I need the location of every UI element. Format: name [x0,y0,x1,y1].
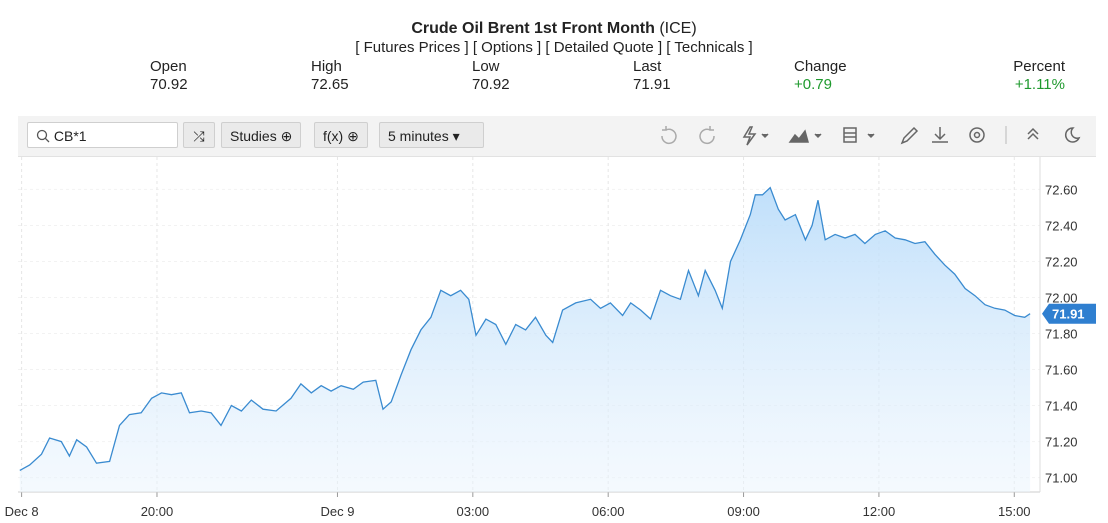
x-tick-label: 20:00 [141,504,174,519]
compare-button[interactable]: ⤮ [183,122,215,148]
search-box[interactable]: CB*1 [27,122,178,148]
redo-icon[interactable] [699,126,715,145]
y-tick-label: 71.80 [1045,327,1078,342]
stat: Change +0.79 [794,58,847,94]
y-tick-label: 72.20 [1045,254,1078,269]
settings-icon[interactable] [969,127,985,143]
y-tick-label: 71.40 [1045,399,1078,414]
stat-label: Open [150,58,187,75]
x-tick-label: Dec 8 [5,504,39,519]
exchange: (ICE) [659,20,697,37]
x-tick-label: 03:00 [457,504,490,519]
stat: Open 70.92 [150,58,188,94]
interval: 5 minutes [388,128,449,144]
x-tick-label: 06:00 [592,504,625,519]
stat-label: Percent [1013,58,1065,75]
search-icon [36,129,50,143]
stat: Percent +1.11% [1013,58,1065,94]
y-tick-label: 71.00 [1045,471,1078,486]
fx-button[interactable]: f(x) ⊕ [314,122,368,148]
x-tick-label: 15:00 [998,504,1031,519]
stat-label: Change [794,58,847,75]
symbol: CB*1 [53,128,87,144]
stat-value: 70.92 [150,76,188,93]
toolbar-icons [661,126,1081,146]
stat-value: +0.79 [794,76,832,93]
area [19,187,1031,492]
stat: Low 70.92 [472,58,510,94]
y-tick-label: 72.60 [1045,182,1078,197]
y-tick-label: 72.00 [1045,290,1078,305]
x-tick-label: 12:00 [863,504,896,519]
studies-button[interactable]: Studies ⊕ [221,122,302,148]
y-tick-label: 72.40 [1045,218,1078,233]
y-tick-label: 71.20 [1045,435,1078,450]
collapse-icon[interactable] [1027,127,1039,140]
layout-icon[interactable] [843,127,857,143]
x-tick-label: 09:00 [727,504,760,519]
title: Crude Oil Brent 1st Front Month [411,20,655,37]
line [19,186,1031,471]
toolbar: CB*1 ⤮ Studies ⊕ f(x) ⊕ 5 minutes ▾ [18,116,1096,157]
stat: Last 71.91 [633,58,671,94]
link[interactable]: [ Options ] [472,39,542,56]
chart-type-icon[interactable] [788,129,809,143]
last-price-badge [1042,303,1096,324]
link[interactable]: [ Futures Prices ] [355,39,469,56]
link[interactable]: [ Technicals ] [666,39,753,56]
download-icon[interactable] [932,127,948,143]
theme-icon[interactable] [1064,127,1081,143]
stat-label: Last [633,58,662,75]
stat: High 72.65 [311,58,349,94]
stat-label: Low [472,58,500,75]
links: [ Futures Prices ] [ Options ] [ Detaile… [0,39,1108,56]
undo-icon[interactable] [661,126,677,145]
quote-title: Crude Oil Brent 1st Front Month (ICE) [0,20,1108,38]
studies: Studies [230,128,277,144]
draw-icon[interactable] [900,126,919,145]
y-tick-label: 71.60 [1045,363,1078,378]
fx: f(x) [323,128,344,144]
interval-button[interactable]: 5 minutes ▾ [379,122,484,148]
stat-value: 71.91 [633,76,671,93]
flash-icon[interactable] [742,126,757,146]
x-tick-label: Dec 9 [320,504,354,519]
stat-value: 70.92 [472,76,510,93]
link[interactable]: [ Detailed Quote ] [545,39,663,56]
stat-value: 72.65 [311,76,349,93]
stat-label: High [311,58,342,75]
last-price-label: 71.91 [1052,307,1085,322]
stat-value: +1.11% [1014,76,1065,93]
